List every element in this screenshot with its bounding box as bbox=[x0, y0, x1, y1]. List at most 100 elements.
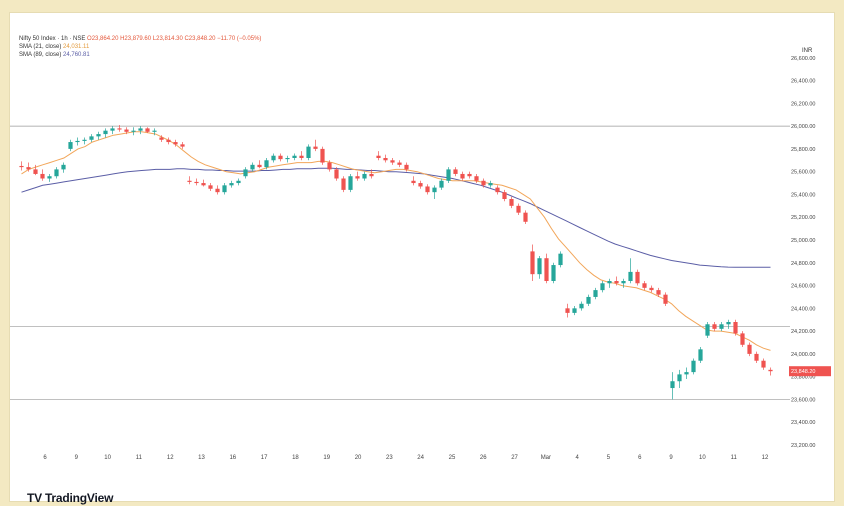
candle bbox=[579, 301, 584, 311]
candle-body bbox=[299, 155, 304, 158]
candle bbox=[712, 322, 717, 332]
candle-body bbox=[327, 162, 332, 170]
legend-sma21-row: SMA (21, close) 24,031.11 bbox=[19, 43, 261, 51]
candle bbox=[558, 251, 563, 268]
candle-body bbox=[530, 251, 535, 275]
candle-body bbox=[131, 130, 136, 132]
tradingview-logo[interactable]: TV TradingView bbox=[27, 491, 113, 505]
x-tick-label: 6 bbox=[638, 455, 642, 461]
candle-body bbox=[635, 271, 640, 284]
candle-body bbox=[649, 287, 654, 291]
x-tick-label: 10 bbox=[699, 455, 706, 461]
candle bbox=[691, 358, 696, 375]
candle bbox=[187, 176, 192, 185]
x-tick-label: 19 bbox=[323, 455, 330, 461]
price-chart[interactable]: 26,600.00 26,400.00 26,200.00 26,000.00 25,8… bbox=[10, 13, 834, 501]
candle-body bbox=[656, 290, 661, 295]
candlesticks bbox=[19, 124, 773, 400]
candle-body bbox=[712, 324, 717, 329]
candle-body bbox=[110, 128, 115, 131]
candle bbox=[768, 367, 773, 376]
candle-body bbox=[355, 176, 360, 179]
candle-body bbox=[558, 253, 563, 266]
candle bbox=[145, 127, 150, 133]
candle-body bbox=[320, 148, 325, 163]
candle-body bbox=[285, 158, 290, 160]
candle bbox=[264, 158, 269, 170]
candle bbox=[439, 178, 444, 190]
sma89-label: SMA (89, close) bbox=[19, 52, 62, 58]
candle-body bbox=[145, 128, 150, 132]
candle-body bbox=[313, 146, 318, 149]
candle-body bbox=[236, 180, 241, 184]
candle-body bbox=[593, 290, 598, 297]
candle bbox=[656, 287, 661, 297]
candle-body bbox=[495, 187, 500, 193]
candle-body bbox=[768, 369, 773, 372]
candle-body bbox=[642, 283, 647, 288]
candle-body bbox=[411, 180, 416, 184]
sma-21-path bbox=[21, 131, 771, 351]
candle-body bbox=[390, 160, 395, 163]
sma21-value: 24,031.11 bbox=[63, 44, 90, 50]
candle-body bbox=[628, 271, 633, 281]
candle bbox=[222, 183, 227, 195]
candle bbox=[628, 258, 633, 284]
candle-body bbox=[698, 349, 703, 361]
y-tick-label: 25,400.00 bbox=[791, 192, 815, 198]
candle bbox=[299, 151, 304, 161]
candle bbox=[733, 319, 738, 336]
last-price-tag-box bbox=[789, 366, 831, 377]
candle bbox=[194, 178, 199, 186]
candle-body bbox=[537, 258, 542, 275]
candle-body bbox=[47, 176, 52, 179]
candle-body bbox=[488, 183, 493, 186]
candle bbox=[747, 342, 752, 357]
candle bbox=[159, 135, 164, 143]
candle bbox=[537, 255, 542, 279]
candle-body bbox=[516, 205, 521, 213]
candle-body bbox=[159, 137, 164, 140]
candle-body bbox=[250, 164, 255, 170]
candle bbox=[33, 164, 38, 176]
candle bbox=[19, 161, 24, 171]
candle bbox=[404, 162, 409, 172]
x-tick-label: 24 bbox=[417, 455, 424, 461]
candle bbox=[642, 281, 647, 291]
candle bbox=[376, 151, 381, 161]
candle bbox=[607, 278, 612, 288]
sma-89-line bbox=[21, 167, 771, 268]
candle-body bbox=[754, 353, 759, 361]
candle bbox=[383, 154, 388, 163]
candle-body bbox=[201, 183, 206, 186]
candle-body bbox=[600, 283, 605, 291]
candle-body bbox=[334, 169, 339, 179]
candle bbox=[26, 162, 31, 172]
sma89-value: 24,760.81 bbox=[63, 52, 90, 58]
candle bbox=[166, 137, 171, 145]
candle-body bbox=[747, 344, 752, 354]
candle bbox=[47, 173, 52, 182]
candle-body bbox=[467, 173, 472, 177]
x-tick-label: 25 bbox=[449, 455, 456, 461]
y-tick-label: 26,400.00 bbox=[791, 79, 815, 85]
x-tick-label: 20 bbox=[355, 455, 362, 461]
currency-label: INR bbox=[802, 48, 813, 54]
candle bbox=[509, 196, 514, 209]
candle bbox=[278, 153, 283, 162]
y-axis: 26,600.00 26,400.00 26,200.00 26,000.00 25,8… bbox=[791, 56, 815, 449]
candle bbox=[530, 244, 535, 281]
candle-body bbox=[68, 142, 73, 149]
candle bbox=[117, 124, 122, 132]
candle-body bbox=[663, 294, 668, 304]
candle bbox=[502, 189, 507, 202]
x-tick-label: 10 bbox=[104, 455, 111, 461]
candle bbox=[369, 169, 374, 179]
candle-body bbox=[19, 165, 24, 168]
candle bbox=[103, 128, 108, 138]
candle-body bbox=[82, 139, 87, 141]
candle-body bbox=[586, 296, 591, 304]
chart-legend: Nifty 50 Index · 1h · NSE O23,864.20 H23… bbox=[19, 35, 261, 59]
candle-body bbox=[40, 173, 45, 179]
candle-body bbox=[523, 212, 528, 222]
